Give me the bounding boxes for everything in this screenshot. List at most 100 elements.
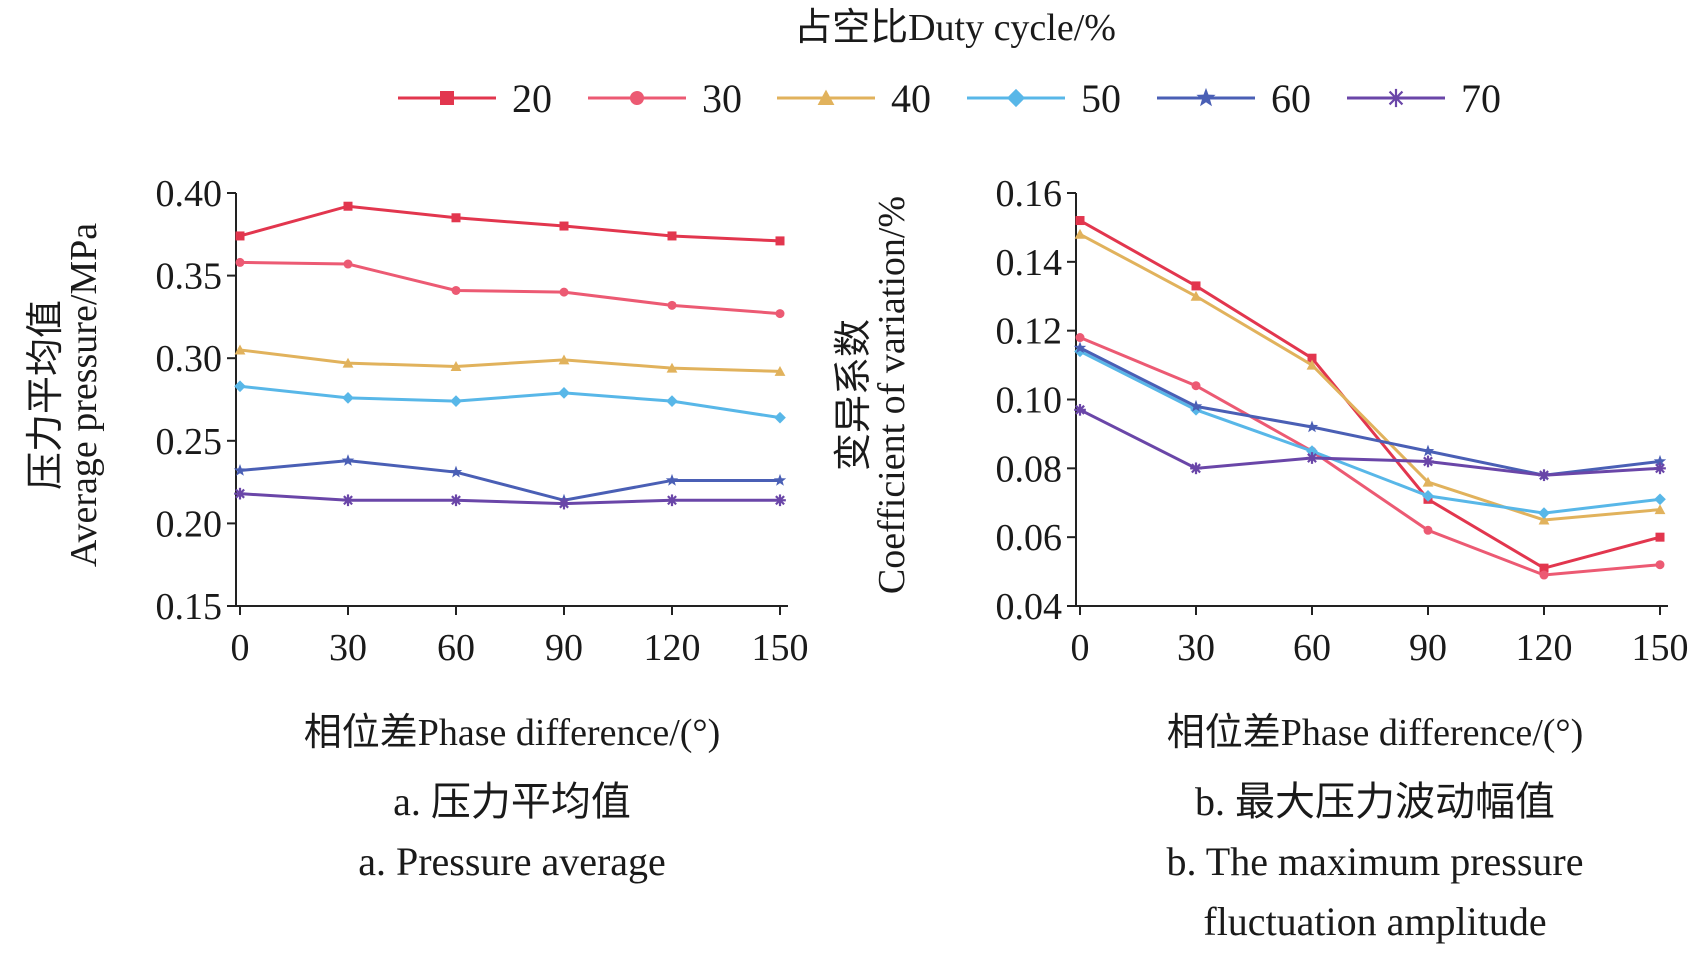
x-tick-label-b-30: 30 — [1177, 627, 1215, 669]
chart-pressure-average: 压力平均值 Average pressure/MPa 相位差Phase diff… — [25, 173, 809, 884]
point-a-70-150 — [774, 494, 786, 507]
x-axis-title-a: 相位差Phase difference/(°) — [304, 712, 721, 754]
caption-cn-a: a. 压力平均值 — [393, 779, 631, 824]
point-a-40-150 — [774, 366, 786, 376]
point-a-30-0 — [235, 257, 245, 267]
point-a-40-30 — [342, 357, 354, 368]
point-a-70-90 — [558, 497, 570, 510]
point-a-50-90 — [558, 387, 570, 399]
point-b-20-60 — [1307, 353, 1317, 363]
point-b-20-30 — [1191, 281, 1201, 291]
legend-item-40: 40 — [777, 76, 931, 121]
point-b-70-30 — [1190, 462, 1202, 475]
point-b-70-60 — [1306, 452, 1318, 464]
legend-item-60: 60 — [1157, 76, 1311, 121]
y-axis-title-cn-b: 变异系数 — [833, 319, 875, 471]
x-tick-label-b-150: 150 — [1632, 627, 1689, 669]
legend-marker-60 — [1196, 87, 1216, 107]
x-axis-title-b: 相位差Phase difference/(°) — [1167, 712, 1584, 754]
point-a-20-60 — [451, 213, 461, 223]
legend-marker-30 — [630, 91, 644, 105]
point-a-70-120 — [666, 494, 678, 507]
series-line-b-60 — [1079, 346, 1661, 477]
legend-item-50: 50 — [967, 76, 1121, 121]
point-a-40-120 — [666, 362, 678, 373]
y-tick-label-a-0.40: 0.40 — [156, 173, 223, 215]
point-b-20-150 — [1655, 532, 1665, 542]
series-b-50 — [1074, 345, 1666, 519]
legend-label-20: 20 — [512, 76, 552, 121]
y-axis-title-b: 变异系数 Coefficient of variation/% — [833, 196, 913, 594]
legend-label-40: 40 — [891, 76, 931, 121]
x-tick-label-a-0: 0 — [231, 627, 250, 669]
point-b-60-30 — [1189, 399, 1203, 412]
legend-label-60: 60 — [1271, 76, 1311, 121]
point-a-20-150 — [775, 236, 785, 246]
series-b-40 — [1074, 228, 1666, 525]
legend-marker-20 — [440, 91, 454, 105]
point-a-70-0 — [234, 487, 246, 500]
x-tick-label-a-150: 150 — [752, 627, 809, 669]
point-b-20-120 — [1539, 563, 1549, 573]
point-a-50-0 — [234, 380, 246, 393]
point-b-50-150 — [1654, 493, 1666, 506]
legend-marker-40 — [817, 89, 835, 105]
point-a-30-150 — [775, 309, 785, 319]
series-a-30 — [235, 257, 785, 319]
series-line-a-50 — [239, 384, 781, 420]
point-a-50-30 — [342, 391, 354, 404]
legend-label-70: 70 — [1461, 76, 1501, 121]
point-a-20-0 — [235, 231, 245, 241]
y-tick-label-a-0.15: 0.15 — [156, 586, 223, 628]
point-a-40-60 — [450, 361, 462, 371]
point-a-50-120 — [666, 395, 678, 408]
series-line-b-30 — [1079, 336, 1661, 577]
series-line-a-20 — [239, 204, 781, 243]
legend: 占空比Duty cycle/% 20 30 40 50 60 70 — [398, 7, 1501, 121]
legend-item-30: 30 — [588, 76, 742, 121]
point-b-40-0 — [1074, 228, 1086, 239]
point-a-30-90 — [559, 287, 569, 297]
point-b-50-120 — [1538, 507, 1550, 519]
y-tick-label-b-0.12: 0.12 — [996, 311, 1063, 353]
point-a-60-150 — [773, 473, 787, 486]
series-a-20 — [235, 201, 785, 246]
point-a-60-30 — [341, 454, 355, 466]
series-line-b-20 — [1079, 219, 1661, 570]
y-tick-label-b-0.06: 0.06 — [996, 517, 1063, 559]
x-tick-label-a-60: 60 — [437, 627, 475, 669]
y-axis-title-a: 压力平均值 Average pressure/MPa — [25, 223, 105, 567]
y-axis-title-en-a: Average pressure/MPa — [63, 223, 105, 567]
point-a-30-30 — [343, 259, 353, 269]
legend-marker-50 — [1006, 88, 1026, 108]
legend-marker-70 — [1386, 88, 1406, 108]
series-line-b-40 — [1079, 232, 1661, 522]
point-a-60-120 — [665, 473, 679, 486]
point-a-20-120 — [667, 231, 677, 241]
series-a-70 — [234, 487, 786, 510]
legend-label-50: 50 — [1081, 76, 1121, 121]
y-tick-label-b-0.04: 0.04 — [996, 586, 1063, 628]
point-b-60-90 — [1421, 444, 1435, 457]
x-tick-label-a-120: 120 — [644, 627, 701, 669]
caption-cn-b: b. 最大压力波动幅值 — [1195, 779, 1555, 824]
y-axis-title-cn-a: 压力平均值 — [25, 300, 67, 490]
caption-en-b-line1: b. The maximum pressure — [1167, 839, 1584, 884]
series-b-30 — [1075, 333, 1665, 580]
point-b-40-90 — [1422, 476, 1434, 487]
point-a-70-30 — [342, 494, 354, 507]
caption-en-b-line2: fluctuation amplitude — [1203, 899, 1546, 944]
legend-item-70: 70 — [1347, 76, 1501, 121]
point-b-50-90 — [1422, 490, 1434, 502]
point-b-70-0 — [1074, 403, 1086, 416]
series-line-a-40 — [239, 348, 781, 373]
point-b-40-60 — [1306, 359, 1318, 370]
legend-item-20: 20 — [398, 76, 552, 121]
point-a-40-0 — [234, 344, 246, 355]
x-tick-label-b-0: 0 — [1071, 627, 1090, 669]
y-tick-label-b-0.08: 0.08 — [996, 448, 1063, 490]
point-b-60-60 — [1305, 420, 1319, 433]
point-b-30-120 — [1539, 570, 1549, 580]
series-b-70 — [1074, 403, 1666, 482]
y-tick-label-b-0.16: 0.16 — [996, 173, 1063, 215]
